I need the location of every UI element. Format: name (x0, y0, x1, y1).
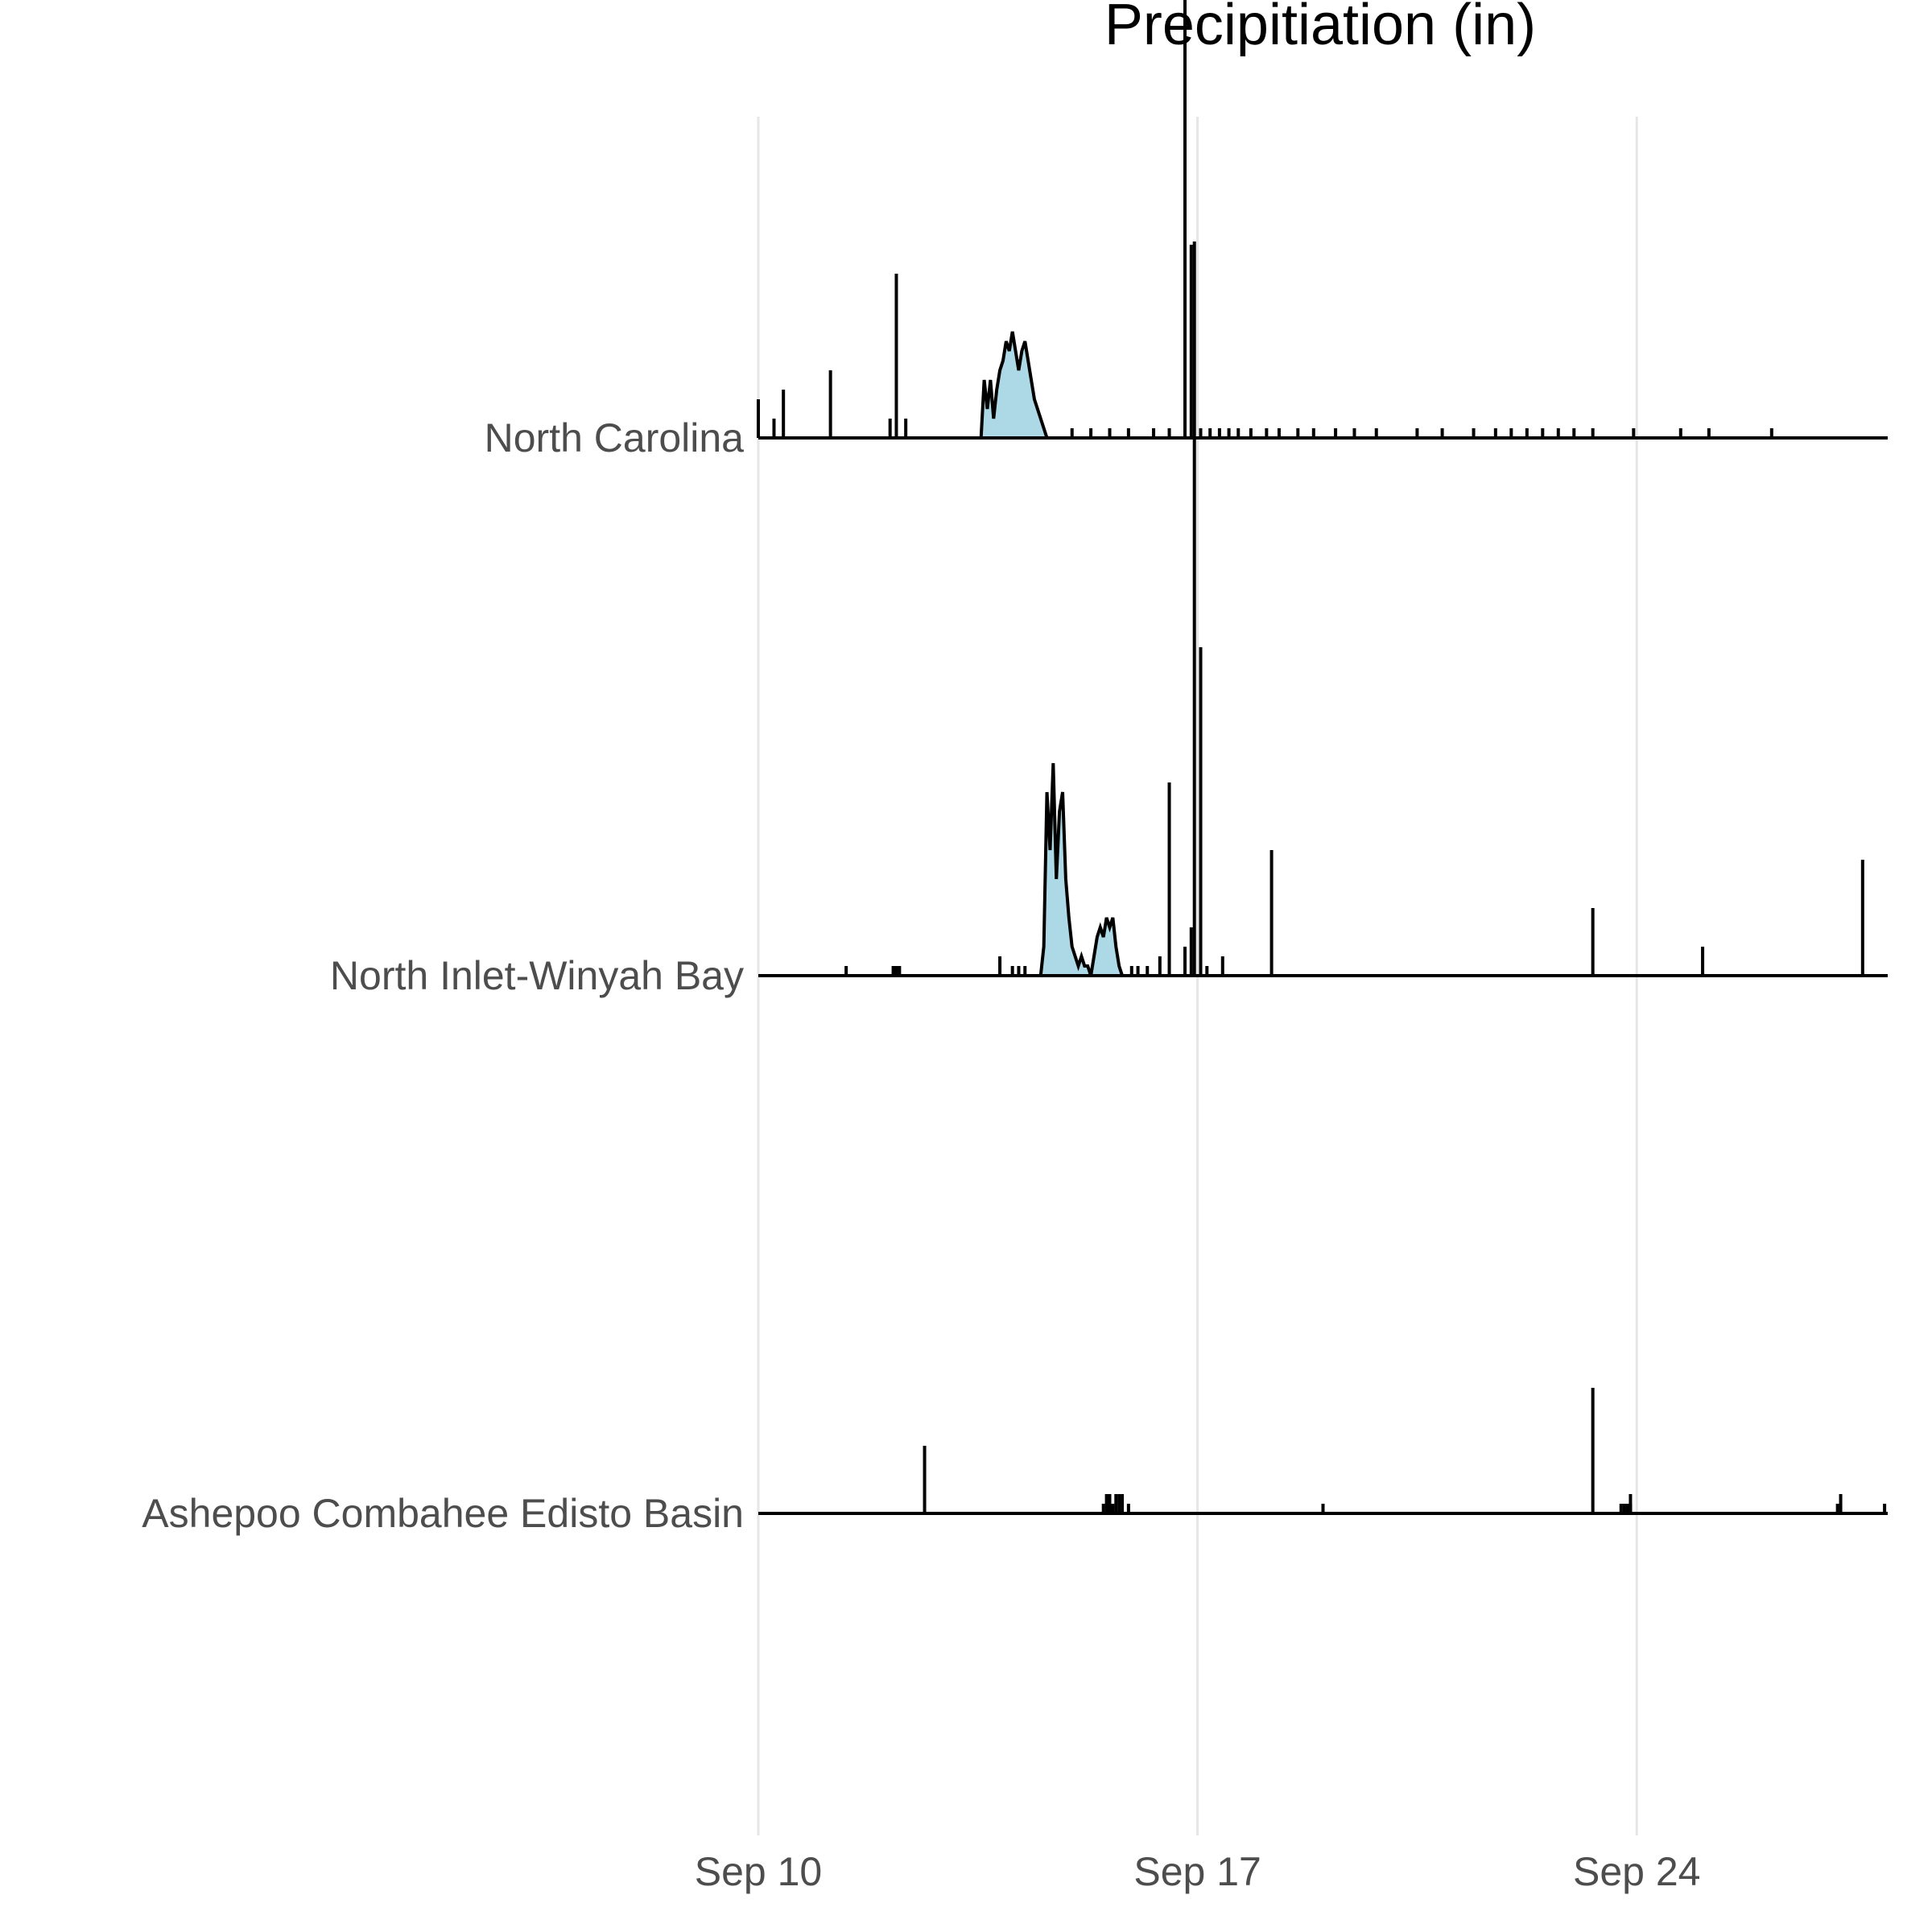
chart-title: Precipitiation (in) (1104, 0, 1536, 57)
series-0 (757, 0, 1888, 440)
x-tick-label: Sep 10 (695, 1849, 822, 1894)
precip-event-line (1038, 762, 1124, 976)
series-1 (758, 242, 1888, 977)
series-label: North Inlet-Winyah Bay (330, 953, 744, 998)
x-tick-label: Sep 24 (1573, 1849, 1700, 1894)
series-label: North Carolina (485, 415, 745, 460)
series-layer (757, 0, 1888, 1515)
precip-event-area (980, 332, 1047, 438)
series-labels: North Carolina North Inlet-Winyah Bay Ashe… (142, 415, 744, 1536)
precip-event-area (1040, 763, 1123, 976)
series-2 (758, 1388, 1888, 1515)
precip-event-line (979, 331, 1049, 439)
x-axis-ticks: Sep 10 Sep 17 Sep 24 (695, 1849, 1701, 1894)
series-label: Ashepoo Combahee Edisto Basin (142, 1491, 744, 1536)
x-tick-label: Sep 17 (1133, 1849, 1261, 1894)
